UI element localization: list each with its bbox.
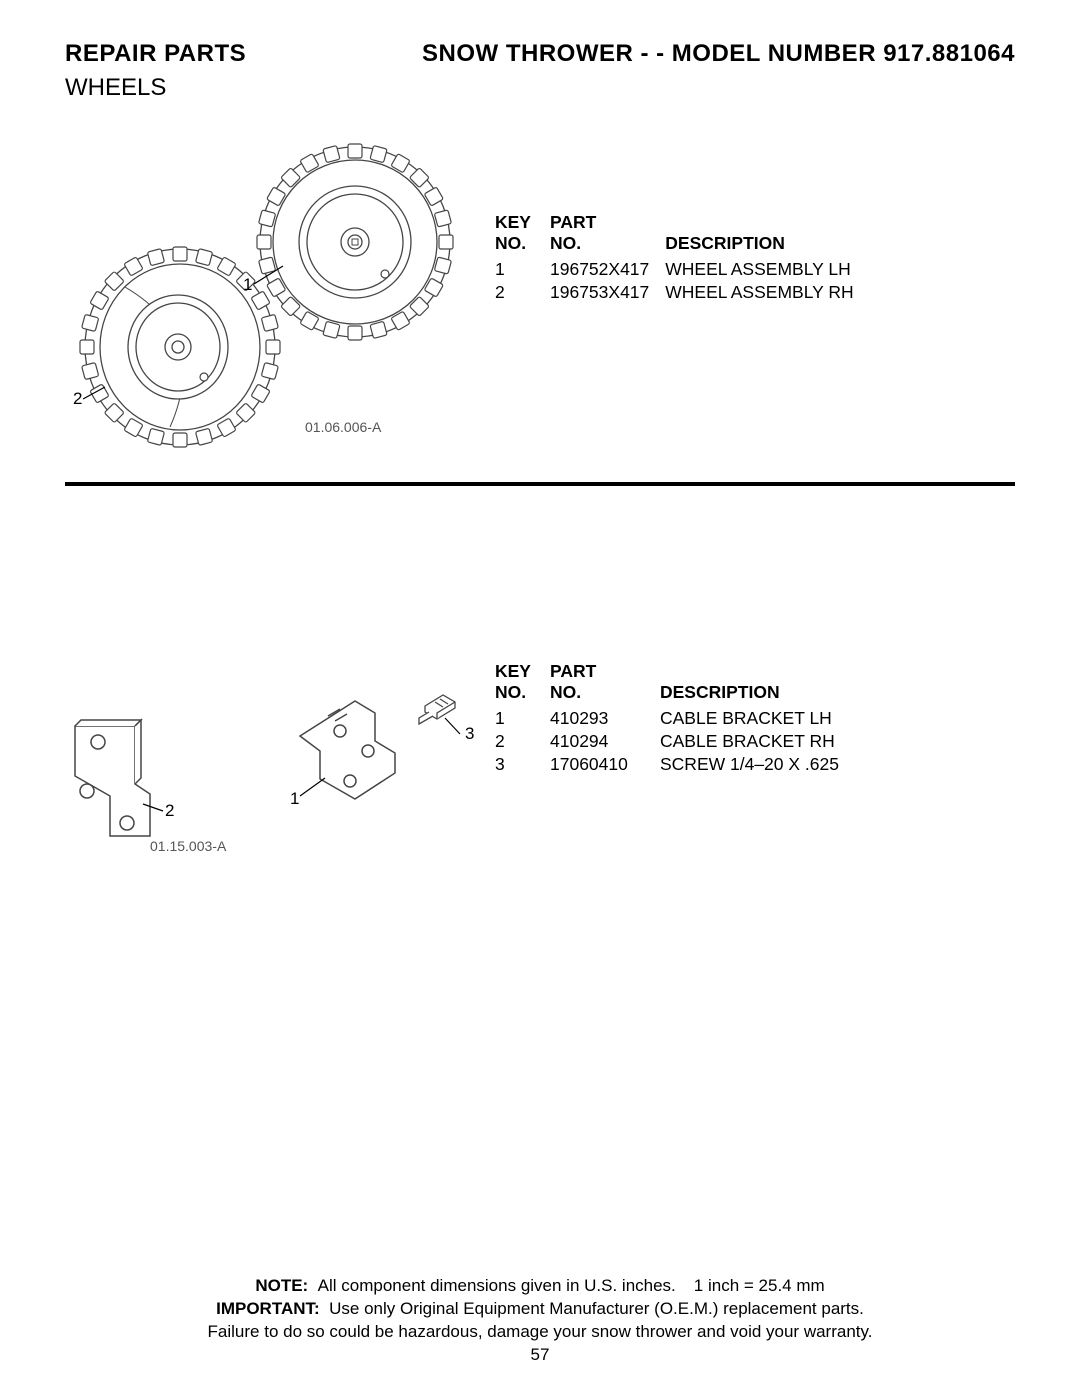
brackets-diagram-svg: 2 1 3 01.15.003-A <box>65 676 495 886</box>
header-model-number: 917.881064 <box>883 40 1015 67</box>
wheels-diagram: 1 2 01.06.006-A <box>65 132 495 452</box>
footer-important-label: IMPORTANT: <box>216 1299 320 1318</box>
wheels-callout-1: 1 <box>243 275 252 294</box>
brackets-callouts <box>143 718 460 811</box>
th-desc: DESCRIPTION <box>665 212 869 258</box>
footer-important-line2: Failure to do so could be hazardous, dam… <box>0 1321 1080 1344</box>
brackets-callout-1: 1 <box>290 789 299 808</box>
brackets-callout-3: 3 <box>465 724 474 743</box>
cell-desc: CABLE BRACKET RH <box>660 730 855 753</box>
footer-important-line: IMPORTANT: Use only Original Equipment M… <box>0 1298 1080 1321</box>
cable-bracket-rh-icon <box>300 701 395 799</box>
th-desc: DESCRIPTION <box>660 661 855 707</box>
cell-key: 3 <box>495 753 550 776</box>
brackets-parts-table-wrap: KEYNO. PARTNO. DESCRIPTION 1 410293 CABL… <box>495 661 855 776</box>
cell-desc: CABLE BRACKET LH <box>660 707 855 730</box>
cell-part: 17060410 <box>550 753 660 776</box>
section-brackets: 2 1 3 01.15.003-A KEYNO. PARTNO. DESCRIP… <box>65 676 1015 936</box>
footer-note-text: All component dimensions given in U.S. i… <box>318 1276 676 1295</box>
section-divider <box>65 482 1015 486</box>
cell-desc: SCREW 1/4–20 X .625 <box>660 753 855 776</box>
th-part: PARTNO. <box>550 212 665 258</box>
cell-desc: WHEEL ASSEMBLY RH <box>665 281 869 304</box>
footer-important-text: Use only Original Equipment Manufacturer… <box>329 1299 864 1318</box>
wheel-assembly-1-icon <box>257 144 453 340</box>
brackets-diagram: 2 1 3 01.15.003-A <box>65 676 485 876</box>
cell-key: 1 <box>495 707 550 730</box>
cell-part: 410294 <box>550 730 660 753</box>
section-subhead-wheels: WHEELS <box>65 74 1015 102</box>
page: REPAIR PARTS SNOW THROWER - - MODEL NUMB… <box>0 0 1080 1397</box>
brackets-diagram-ref: 01.15.003-A <box>150 838 227 854</box>
th-key: KEYNO. <box>495 212 550 258</box>
th-part: PARTNO. <box>550 661 660 707</box>
table-row: 1 196752X417 WHEEL ASSEMBLY LH <box>495 258 870 281</box>
brackets-parts-table: KEYNO. PARTNO. DESCRIPTION 1 410293 CABL… <box>495 661 855 776</box>
wheels-diagram-svg: 1 2 01.06.006-A <box>65 132 495 462</box>
footer-note-conv: 1 inch = 25.4 mm <box>694 1276 825 1295</box>
wheels-callout-2: 2 <box>73 389 82 408</box>
screw-icon <box>419 695 455 724</box>
cell-part: 410293 <box>550 707 660 730</box>
section-wheels: 1 2 01.06.006-A KEYNO. PARTNO. DESCRIPTI… <box>65 132 1015 472</box>
cable-bracket-lh-icon <box>75 720 150 836</box>
table-row: 3 17060410 SCREW 1/4–20 X .625 <box>495 753 855 776</box>
th-key: KEYNO. <box>495 661 550 707</box>
footer-note-label: NOTE: <box>255 1276 308 1295</box>
page-number: 57 <box>0 1344 1080 1367</box>
header-model: SNOW THROWER - - MODEL NUMBER 917.881064 <box>422 40 1015 68</box>
cell-part: 196753X417 <box>550 281 665 304</box>
table-row: 2 196753X417 WHEEL ASSEMBLY RH <box>495 281 870 304</box>
cell-desc: WHEEL ASSEMBLY LH <box>665 258 869 281</box>
footer-note-line: NOTE: All component dimensions given in … <box>0 1275 1080 1298</box>
cell-part: 196752X417 <box>550 258 665 281</box>
table-row: 2 410294 CABLE BRACKET RH <box>495 730 855 753</box>
wheels-diagram-ref: 01.06.006-A <box>305 419 382 435</box>
header-repair-parts: REPAIR PARTS <box>65 40 246 68</box>
brackets-callout-2: 2 <box>165 801 174 820</box>
wheels-parts-table-wrap: KEYNO. PARTNO. DESCRIPTION 1 196752X417 … <box>495 212 870 304</box>
header-row: REPAIR PARTS SNOW THROWER - - MODEL NUMB… <box>65 40 1015 68</box>
cell-key: 1 <box>495 258 550 281</box>
footer: NOTE: All component dimensions given in … <box>0 1275 1080 1367</box>
cell-key: 2 <box>495 281 550 304</box>
cell-key: 2 <box>495 730 550 753</box>
header-model-prefix: SNOW THROWER - - MODEL NUMBER <box>422 40 883 67</box>
wheels-parts-table: KEYNO. PARTNO. DESCRIPTION 1 196752X417 … <box>495 212 870 304</box>
table-row: 1 410293 CABLE BRACKET LH <box>495 707 855 730</box>
